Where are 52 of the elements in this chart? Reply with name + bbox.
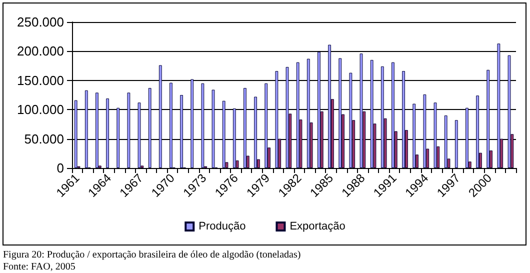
bar — [454, 120, 458, 168]
bar — [370, 60, 374, 168]
bar — [296, 62, 300, 168]
y-tick-label: 100.000 — [17, 102, 64, 118]
bar — [412, 104, 416, 168]
bar — [116, 108, 120, 168]
bar — [434, 102, 437, 168]
bar — [402, 71, 405, 168]
bar — [170, 82, 172, 168]
bar — [212, 90, 215, 168]
bar — [466, 108, 468, 168]
bar — [444, 115, 448, 168]
text: Figura 20: Produção / exportação brasileira de óleo de algodão (toneladas) — [3, 250, 301, 260]
bar — [264, 83, 268, 168]
bar — [127, 92, 130, 168]
bar — [338, 58, 342, 168]
bar — [328, 44, 331, 168]
bar — [201, 83, 204, 168]
bar — [96, 92, 98, 168]
bar — [360, 54, 363, 168]
bar — [244, 88, 246, 168]
bar — [286, 66, 289, 168]
y-tick-label: 250.000 — [17, 14, 64, 30]
bar — [148, 88, 152, 168]
source-note: Fonte: FAO, 2005 — [3, 262, 76, 272]
bar — [275, 71, 278, 168]
bar — [106, 98, 109, 168]
legend-label: Exportação — [290, 220, 346, 232]
bar — [508, 55, 511, 168]
bar — [74, 100, 78, 168]
bar — [306, 58, 310, 168]
bar — [497, 44, 500, 168]
y-tick-label: 0 — [56, 160, 64, 176]
bar — [180, 95, 183, 168]
bar — [486, 70, 490, 168]
bar — [254, 96, 257, 168]
bar — [392, 62, 394, 168]
bar — [138, 102, 141, 168]
legend-label: Produção — [198, 220, 246, 232]
y-tick-label: 150.000 — [17, 72, 64, 88]
bar — [476, 96, 479, 168]
bar — [158, 65, 162, 168]
bar — [349, 72, 352, 168]
bar — [84, 90, 88, 168]
bar — [318, 52, 320, 168]
bar — [222, 100, 226, 168]
bar — [380, 66, 384, 168]
bar — [190, 79, 194, 168]
y-tick-label: 50.000 — [24, 131, 64, 146]
y-tick-label: 200.000 — [17, 44, 64, 59]
bar — [232, 108, 236, 168]
bar — [423, 94, 426, 168]
